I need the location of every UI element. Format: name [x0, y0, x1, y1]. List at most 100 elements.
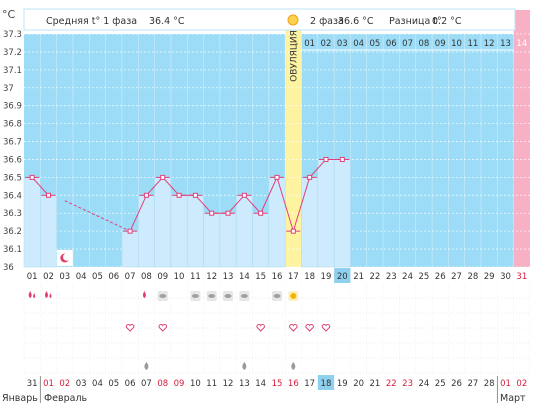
calendar-date: 31: [27, 379, 38, 389]
phase2-label: 2 фаза: [310, 16, 344, 27]
phase1-label: Средняя t° 1 фаза: [46, 16, 137, 27]
heart-icon[interactable]: [305, 324, 314, 332]
month-january: Январь: [2, 393, 38, 404]
discharge-drop-icon[interactable]: [242, 362, 247, 370]
calendar-date: 04: [92, 379, 103, 389]
calendar-date: 27: [467, 379, 478, 389]
temperature-point[interactable]: [45, 192, 51, 198]
sun-icon-shape: [290, 293, 297, 299]
temperature-point[interactable]: [143, 192, 149, 198]
temperature-point[interactable]: [225, 210, 231, 216]
temperature-point[interactable]: [209, 210, 215, 216]
temperature-point[interactable]: [339, 156, 345, 162]
x-day-label: 27: [451, 272, 462, 282]
temperature-bar: [121, 230, 139, 268]
calendar-date: 02: [59, 379, 70, 389]
y-tick-label: 36.1: [3, 245, 22, 255]
ovulation-label: ОВУЛЯЦИЯ: [289, 30, 299, 82]
chart-grid: [24, 33, 530, 268]
heart-shape: [305, 324, 314, 332]
eye-icon[interactable]: [272, 291, 282, 301]
calendar-date: 01: [500, 379, 511, 389]
eye-icon[interactable]: [206, 291, 217, 301]
temperature-segment: [195, 194, 213, 214]
temperature-point[interactable]: [127, 228, 133, 234]
calendar-date: 06: [125, 379, 136, 389]
temperature-bar: [219, 212, 237, 268]
today-x-highlight: [334, 268, 351, 283]
temperature-line: [25, 156, 350, 234]
calendar-date: 14: [255, 379, 266, 389]
temperature-segment: [292, 177, 311, 232]
calendar-date: 20: [353, 379, 364, 389]
temperature-point[interactable]: [323, 156, 329, 162]
x-day-label: 09: [157, 272, 168, 282]
heart-icon[interactable]: [321, 324, 331, 332]
phase2-day-label: 07: [402, 39, 413, 49]
heart-icon[interactable]: [289, 324, 298, 332]
calendar-date: 21: [370, 379, 381, 389]
y-tick-label: 36.3: [3, 209, 22, 219]
calendar-date: 02: [516, 379, 527, 389]
x-day-label: 23: [386, 272, 397, 282]
x-day-label: 05: [92, 272, 103, 282]
month-february: Февраль: [44, 393, 88, 404]
temperature-point[interactable]: [290, 228, 296, 234]
marker-rows: [23, 250, 531, 374]
blood-drop-icon[interactable]: [142, 291, 146, 298]
temperature-bar: [301, 177, 319, 268]
eye-icon[interactable]: [157, 291, 168, 301]
heart-icon[interactable]: [158, 324, 167, 332]
temperature-point[interactable]: [192, 192, 198, 198]
temperature-point[interactable]: [241, 192, 247, 198]
temperature-segment: [162, 177, 180, 196]
discharge-drop-icon[interactable]: [291, 362, 296, 370]
heart-shape: [256, 324, 265, 332]
temperature-bar: [40, 195, 57, 268]
heart-icon[interactable]: [125, 324, 135, 332]
calendar-date: 11: [206, 379, 217, 389]
y-tick-label: 36.4: [3, 191, 22, 201]
temperature-point[interactable]: [258, 210, 264, 216]
x-day-label: 30: [500, 272, 511, 282]
sun-icon[interactable]: [288, 291, 299, 301]
temperature-bar: [154, 177, 172, 268]
phase2-day-label: 04: [353, 39, 364, 49]
temperature-bar: [235, 195, 253, 268]
moon-icon[interactable]: [56, 250, 73, 266]
x-day-label: 13: [223, 272, 234, 282]
temperature-point[interactable]: [160, 174, 166, 180]
x-day-label: 08: [141, 272, 152, 282]
x-day-label: 19: [321, 272, 332, 282]
temperature-point[interactable]: [29, 174, 35, 180]
y-axis-ticks: 37.3 37.2 37.1 37 36.9 36.8 36.7 36.6 36.5 36.4 36…: [3, 30, 22, 273]
calendar-date: 24: [418, 379, 429, 389]
header-box: [23, 8, 516, 31]
eye-icon[interactable]: [190, 291, 201, 301]
temperature-bar: [203, 212, 221, 268]
x-day-label: 06: [108, 272, 119, 282]
temperature-point[interactable]: [176, 192, 182, 198]
blood-drop-shape: [28, 291, 32, 298]
blood-drop-icon[interactable]: [28, 291, 36, 298]
y-tick-label: 36.5: [3, 173, 22, 183]
eye-icon[interactable]: [239, 291, 250, 301]
heart-shape: [158, 324, 167, 332]
calendar-date: 18: [321, 379, 332, 389]
heart-icon[interactable]: [256, 324, 265, 332]
x-day-label: 17: [288, 272, 299, 282]
eye-icon-shape: [240, 294, 248, 298]
y-tick-label: 36.6: [3, 155, 22, 165]
x-day-label: 31: [516, 272, 527, 282]
temperature-point[interactable]: [307, 174, 313, 180]
temperature-point[interactable]: [274, 174, 280, 180]
discharge-drop-icon[interactable]: [144, 362, 149, 370]
calendar-date: 05: [108, 379, 119, 389]
temperature-segment: [31, 177, 49, 196]
phase1-value: 36.4 °C: [149, 16, 185, 27]
temperature-bar: [138, 195, 155, 268]
eye-icon[interactable]: [223, 291, 234, 301]
blood-drop-icon[interactable]: [44, 291, 52, 298]
x-day-label: 20: [337, 272, 348, 282]
